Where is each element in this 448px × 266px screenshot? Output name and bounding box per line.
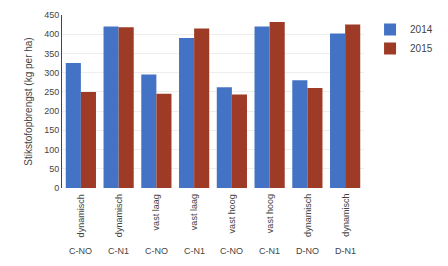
svg-text:C-N1: C-N1 — [184, 246, 205, 256]
svg-text:2015: 2015 — [410, 43, 433, 54]
svg-text:C-NO: C-NO — [69, 246, 92, 256]
svg-text:dynamisch: dynamisch — [76, 194, 86, 237]
svg-text:vast laag: vast laag — [189, 194, 199, 230]
svg-text:C-N1: C-N1 — [259, 246, 280, 256]
svg-text:vast hoog: vast hoog — [265, 194, 275, 233]
svg-text:300: 300 — [44, 68, 59, 78]
svg-text:450: 450 — [44, 10, 59, 20]
svg-text:C-N1: C-N1 — [108, 246, 129, 256]
svg-text:vast laag: vast laag — [151, 194, 161, 230]
svg-text:350: 350 — [44, 49, 59, 59]
svg-text:dynamisch: dynamisch — [114, 194, 124, 237]
svg-text:400: 400 — [44, 29, 59, 39]
svg-text:dynamisch: dynamisch — [303, 194, 313, 237]
svg-text:2014: 2014 — [410, 24, 433, 35]
svg-text:200: 200 — [44, 106, 59, 116]
svg-text:D-NO: D-NO — [296, 246, 319, 256]
svg-text:vast hoog: vast hoog — [227, 194, 237, 233]
svg-text:C-NO: C-NO — [145, 246, 168, 256]
svg-text:dynamisch: dynamisch — [341, 194, 351, 237]
svg-text:250: 250 — [44, 87, 59, 97]
svg-text:Stikstofopbrengst (kg per ha): Stikstofopbrengst (kg per ha) — [23, 37, 34, 165]
svg-text:150: 150 — [44, 125, 59, 135]
svg-text:C-NO: C-NO — [220, 246, 243, 256]
svg-text:D-N1: D-N1 — [335, 246, 356, 256]
svg-text:100: 100 — [44, 145, 59, 155]
svg-text:50: 50 — [49, 164, 59, 174]
svg-text:0: 0 — [54, 183, 59, 193]
